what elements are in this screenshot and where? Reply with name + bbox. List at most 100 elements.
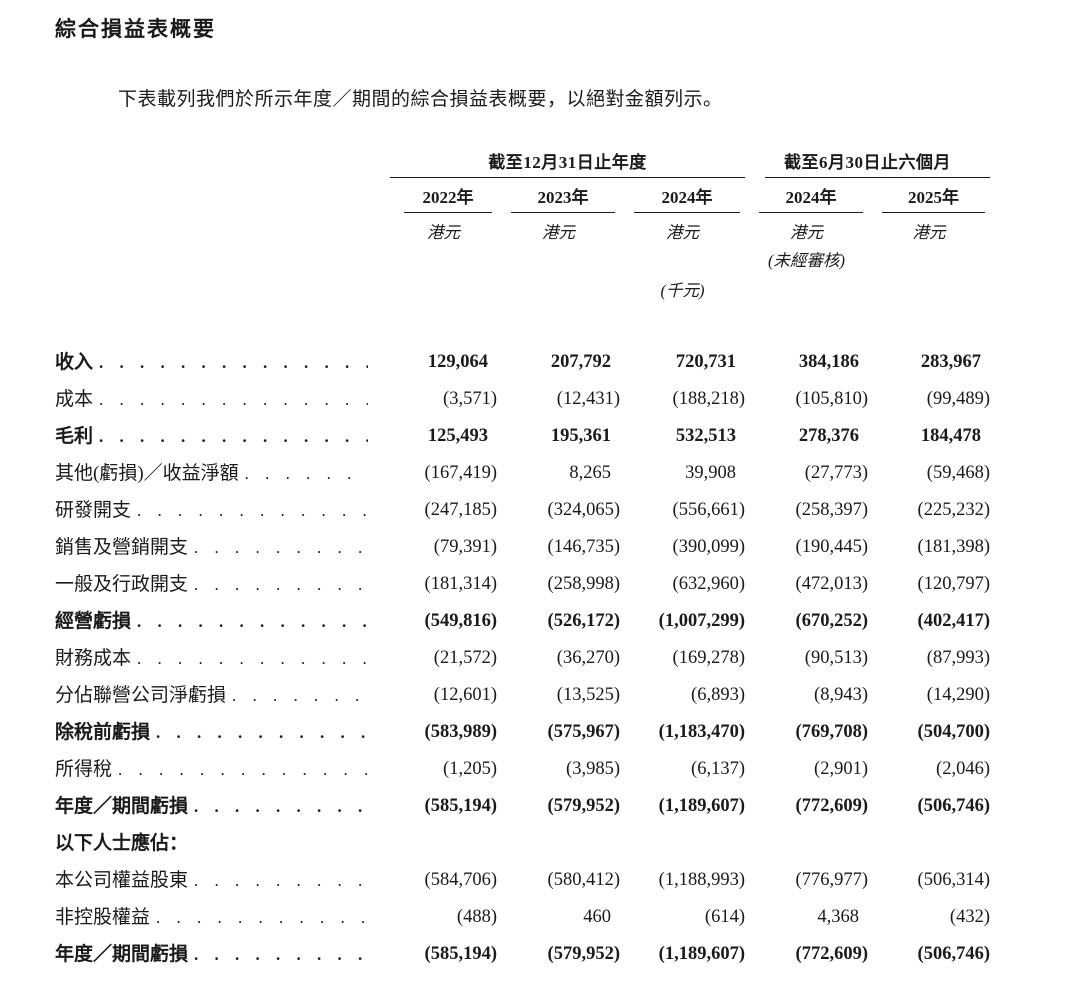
row-label: 研發開支 [55,500,132,521]
row-label-cell: 成本 [55,381,390,418]
dot-leader [245,455,368,492]
table-row: 本公司權益股東 (584,706) (580,412) (1,188,993) (776… [55,862,1045,899]
dot-leader [194,529,368,566]
cell-value: (488) [456,907,497,927]
table-row: 年度／期間虧損 (585,194) (579,952) (1,189,607) (772… [55,788,1045,825]
cell-value: 39,908 [685,463,736,483]
col-group-annual-label: 截至12月31日止年度 [488,153,647,172]
cell-value: (8,943) [814,685,868,705]
row-label: 分佔聯營公司淨虧損 [55,685,227,706]
empty-cell [745,279,868,303]
row-label-cell: 財務成本 [55,640,390,677]
empty-cell [390,249,497,273]
cell-value: (90,513) [804,648,868,668]
label-column-spacer [55,221,390,245]
row-label: 財務成本 [55,648,132,669]
cell-value: (390,099) [672,537,745,557]
year-header-label: 2024年 [759,178,863,213]
row-label-cell: 研發開支 [55,492,390,529]
cell-value: (181,314) [424,574,497,594]
cell-value: (579,952) [547,944,620,964]
cell-value: (2,901) [814,759,868,779]
row-label: 收入 [55,352,94,373]
cell-value: 532,513 [675,426,736,446]
cell-value: (247,185) [424,500,497,520]
cell-value: 384,186 [798,352,859,372]
table-row: 毛利 125,493 195,361 532,513 278,376 184,478 [55,418,1045,455]
year-header: 2022年 [390,178,497,213]
cell-value: (36,270) [556,648,620,668]
row-label: 其他(虧損)／收益淨額 [55,463,239,484]
dot-leader [156,899,368,936]
cell-value: (583,989) [424,722,497,742]
col-group-interim: 截至6月30日止六個月 [745,152,990,178]
cell-value: (258,998) [547,574,620,594]
cell-value: (772,609) [795,796,868,816]
cell-value: (3,985) [566,759,620,779]
dot-leader [99,381,368,418]
cell-value: (2,046) [936,759,990,779]
cell-value: 207,792 [550,352,611,372]
cell-value [497,825,620,862]
row-label: 毛利 [55,426,94,447]
row-label-cell: 年度／期間虧損 [55,788,390,825]
dot-leader [137,640,368,677]
dot-leader [137,603,368,640]
table-row: 所得稅 (1,205) (3,985) (6,137) (2,901) (2,046) [55,751,1045,788]
cell-value: 8,265 [569,463,611,483]
row-label-cell: 經營虧損 [55,603,390,640]
table-row: 銷售及營銷開支 (79,391) (146,735) (390,099) (190,44… [55,529,1045,566]
cell-value: (472,013) [795,574,868,594]
cell-value: (506,314) [917,870,990,890]
cell-value: (1,189,607) [658,796,745,816]
col-group-annual-rule [390,177,745,178]
year-header: 2024年 [620,178,745,213]
table-row: 收入 129,064 207,792 720,731 384,186 283,967 [55,344,1045,381]
table-row: 成本 (3,571) (12,431) (188,218) (105,810) (99,4… [55,381,1045,418]
dot-leader [194,566,368,603]
cell-value: (87,993) [926,648,990,668]
row-label-cell: 年度／期間虧損 [55,936,390,973]
empty-cell [497,249,620,273]
cell-value: (105,810) [795,389,868,409]
table-row: 年度／期間虧損 (585,194) (579,952) (1,189,607) (772… [55,936,1045,973]
cell-value: (1,183,470) [658,722,745,742]
cell-value [390,825,497,862]
col-group-annual: 截至12月31日止年度 [390,152,745,178]
cell-value: 283,967 [920,352,981,372]
cell-value: (13,525) [556,685,620,705]
row-label-cell: 非控股權益 [55,899,390,936]
cell-value: (584,706) [424,870,497,890]
row-label-cell: 分佔聯營公司淨虧損 [55,677,390,714]
cell-value: 125,493 [427,426,488,446]
unit-header: 港元 [790,223,823,242]
cell-value: (769,708) [795,722,868,742]
row-label: 年度／期間虧損 [55,944,189,965]
cell-value: (1,205) [443,759,497,779]
cell-value: (575,967) [547,722,620,742]
row-label-cell: 一般及行政開支 [55,566,390,603]
row-label-cell: 以下人士應佔： [55,825,390,862]
cell-value: (14,290) [926,685,990,705]
unit-header: 港元 [542,223,575,242]
cell-value: (585,194) [424,944,497,964]
unit-header-row: 港元 港元 港元 港元 港元 [55,213,1045,245]
row-label: 非控股權益 [55,907,151,928]
cell-value: (1,189,607) [658,944,745,964]
label-column-spacer [55,152,390,178]
row-label-cell: 除稅前虧損 [55,714,390,751]
unaudited-note: (未經審核) [768,251,845,270]
year-header: 2024年 [745,178,868,213]
label-column-spacer [55,249,390,273]
cell-value: (556,661) [672,500,745,520]
cell-value: (772,609) [795,944,868,964]
dot-leader [232,677,368,714]
empty-cell [868,279,990,303]
cell-value: (580,412) [547,870,620,890]
cell-value: 720,731 [675,352,736,372]
row-label: 年度／期間虧損 [55,796,189,817]
row-label-cell: 其他(虧損)／收益淨額 [55,455,390,492]
year-header: 2025年 [868,178,990,213]
col-group-interim-label: 截至6月30日止六個月 [784,153,951,172]
year-header-label: 2025年 [882,178,985,213]
